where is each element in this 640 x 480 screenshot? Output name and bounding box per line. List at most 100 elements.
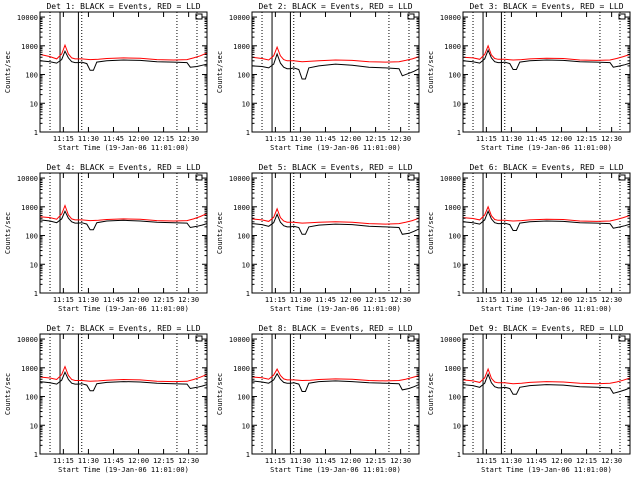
panel-title: Det 8: BLACK = Events, RED = LLD [258, 324, 412, 333]
lld-series-line [39, 204, 208, 222]
y-tick-label: 1 [457, 451, 461, 459]
y-tick-label: 1 [246, 290, 250, 298]
corner-marker [195, 13, 203, 20]
x-axis-label: Start Time (19-Jan-06 11:01:00) [270, 305, 401, 313]
events-series-line [462, 209, 631, 231]
y-tick-label: 10 [453, 261, 461, 269]
y-tick-label: 1000 [444, 204, 461, 212]
y-tick-label: 1000 [233, 365, 250, 373]
x-tick-label: 11:45 [103, 296, 124, 304]
x-tick-label: 11:15 [265, 457, 286, 465]
y-tick-label: 100 [25, 394, 38, 402]
x-tick-label: 12:00 [128, 296, 149, 304]
y-tick-label: 100 [237, 233, 250, 241]
detector-panel-1: Det 1: BLACK = Events, RED = LLD 1 10 100 10… [4, 2, 208, 152]
y-tick-label: 1 [457, 129, 461, 137]
y-tick-label: 1000 [21, 365, 38, 373]
x-tick-label: 12:15 [576, 296, 597, 304]
x-tick-label: 12:15 [365, 457, 386, 465]
y-tick-label: 1 [457, 290, 461, 298]
y-tick-label: 1000 [444, 43, 461, 51]
y-tick-label: 1000 [233, 204, 250, 212]
panel-title: Det 2: BLACK = Events, RED = LLD [258, 2, 412, 11]
x-tick-label: 11:30 [501, 135, 522, 143]
x-tick-label: 11:15 [265, 135, 286, 143]
y-axis-label: Counts/sec [427, 212, 435, 254]
panel-title: Det 6: BLACK = Events, RED = LLD [469, 163, 623, 172]
x-tick-label: 11:45 [315, 296, 336, 304]
events-series-line [251, 372, 420, 392]
y-tick-label: 100 [448, 72, 461, 80]
lld-series-line [39, 43, 208, 61]
x-axis-label: Start Time (19-Jan-06 11:01:00) [58, 466, 189, 474]
lld-series-line [251, 207, 420, 225]
x-axis-label: Start Time (19-Jan-06 11:01:00) [58, 305, 189, 313]
x-tick-label: 11:15 [476, 296, 497, 304]
x-tick-label: 11:45 [526, 296, 547, 304]
y-tick-label: 1 [246, 129, 250, 137]
x-axis-label: Start Time (19-Jan-06 11:01:00) [481, 305, 612, 313]
y-axis-label: Counts/sec [4, 373, 12, 415]
detector-panel-9: Det 9: BLACK = Events, RED = LLD 1 10 100 10… [427, 324, 631, 474]
corner-marker [195, 174, 203, 181]
x-tick-label: 12:15 [365, 296, 386, 304]
plot-frame [39, 11, 208, 133]
x-tick-label: 12:15 [365, 135, 386, 143]
events-series-line [39, 370, 208, 392]
x-tick-label: 11:45 [526, 457, 547, 465]
x-tick-label: 11:30 [78, 135, 99, 143]
events-series-line [462, 372, 631, 395]
x-tick-label: 12:30 [178, 296, 199, 304]
x-tick-label: 12:00 [551, 296, 572, 304]
panel-title: Det 9: BLACK = Events, RED = LLD [469, 324, 623, 333]
x-tick-label: 11:15 [265, 296, 286, 304]
x-tick-label: 11:15 [53, 457, 74, 465]
y-tick-label: 100 [25, 233, 38, 241]
y-tick-label: 10000 [17, 175, 38, 183]
panel-title: Det 3: BLACK = Events, RED = LLD [469, 2, 623, 11]
detector-panel-8: Det 8: BLACK = Events, RED = LLD 1 10 100 10… [216, 324, 420, 474]
panel-title: Det 4: BLACK = Events, RED = LLD [46, 163, 200, 172]
corner-marker [407, 13, 415, 20]
x-tick-label: 12:30 [178, 457, 199, 465]
x-tick-label: 12:30 [601, 296, 622, 304]
x-tick-label: 11:30 [78, 296, 99, 304]
y-tick-label: 10 [30, 261, 38, 269]
x-tick-label: 11:15 [53, 135, 74, 143]
x-tick-label: 12:30 [390, 296, 411, 304]
y-tick-label: 1 [34, 451, 38, 459]
x-tick-label: 11:30 [501, 296, 522, 304]
plot-frame [462, 11, 631, 133]
plot-frame [251, 172, 420, 294]
x-axis-label: Start Time (19-Jan-06 11:01:00) [58, 144, 189, 152]
y-tick-label: 100 [448, 233, 461, 241]
y-tick-label: 1 [34, 129, 38, 137]
lld-series-line [462, 44, 631, 61]
y-tick-label: 10000 [229, 336, 250, 344]
x-tick-label: 12:15 [153, 457, 174, 465]
x-tick-label: 12:30 [601, 457, 622, 465]
x-tick-label: 11:15 [53, 296, 74, 304]
detector-panel-4: Det 4: BLACK = Events, RED = LLD 1 10 100 10… [4, 163, 208, 313]
corner-marker [618, 174, 626, 181]
y-tick-label: 1000 [21, 204, 38, 212]
x-tick-label: 11:30 [290, 135, 311, 143]
y-tick-label: 10000 [229, 14, 250, 22]
x-tick-label: 12:30 [178, 135, 199, 143]
x-axis-label: Start Time (19-Jan-06 11:01:00) [270, 466, 401, 474]
y-tick-label: 10 [242, 261, 250, 269]
x-tick-label: 12:00 [340, 135, 361, 143]
y-tick-label: 10000 [229, 175, 250, 183]
y-tick-label: 10 [242, 422, 250, 430]
plot-frame [462, 172, 631, 294]
x-axis-label: Start Time (19-Jan-06 11:01:00) [481, 144, 612, 152]
x-tick-label: 11:30 [290, 457, 311, 465]
y-tick-label: 1 [246, 451, 250, 459]
x-tick-label: 11:30 [290, 296, 311, 304]
corner-marker [618, 13, 626, 20]
x-tick-label: 12:00 [340, 457, 361, 465]
x-axis-label: Start Time (19-Jan-06 11:01:00) [481, 466, 612, 474]
x-tick-label: 12:15 [576, 135, 597, 143]
x-tick-label: 12:15 [576, 457, 597, 465]
lld-series-line [39, 365, 208, 383]
